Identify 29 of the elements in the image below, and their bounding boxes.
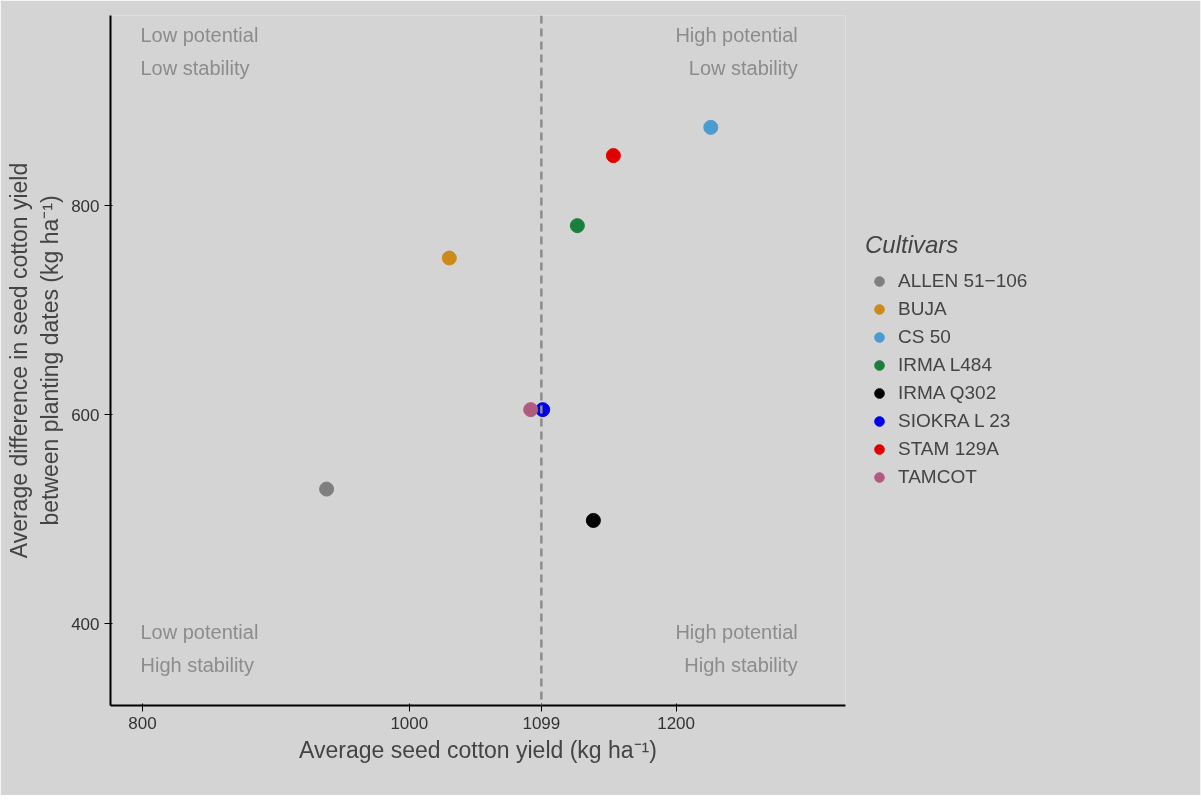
annotation: High potential Low stability	[675, 23, 798, 79]
legend-label: SIOKRA L 23	[898, 410, 1011, 432]
point	[605, 148, 621, 164]
legend-label: IRMA Q302	[898, 382, 997, 404]
y-tick-label: 800	[71, 196, 100, 216]
point	[441, 250, 457, 266]
y-tick-label: 600	[71, 405, 100, 425]
x-tick-label: 800	[128, 713, 157, 733]
legend-label: STAM 129A	[898, 438, 1000, 460]
legend-label: CS 50	[898, 326, 951, 348]
legend-label: ALLEN 51−106	[898, 270, 1028, 292]
point	[523, 402, 539, 418]
legend-label: IRMA L484	[898, 354, 992, 376]
y-tick-label: 400	[71, 614, 100, 634]
point	[569, 218, 585, 234]
legend-label: BUJA	[898, 298, 947, 320]
point	[585, 512, 601, 528]
legend-title: Cultivars	[865, 231, 960, 259]
point	[703, 119, 719, 135]
x-axis-title: Average seed cotton yield (kg ha⁻¹)	[299, 736, 657, 763]
x-tick-label: 1099	[522, 713, 561, 733]
annotation: Low potential High stability	[140, 620, 259, 676]
x-tick-label: 1000	[390, 713, 429, 733]
point	[319, 481, 335, 497]
legend-label: TAMCOT	[898, 466, 977, 488]
annotation: High potential High stability	[675, 620, 798, 676]
y-axis-title: Average difference in seed cotton yield between planting dates (kg ha⁻¹)	[5, 162, 64, 559]
x-tick-label: 1200	[657, 713, 696, 733]
annotation: Low potential Low stability	[140, 23, 259, 79]
